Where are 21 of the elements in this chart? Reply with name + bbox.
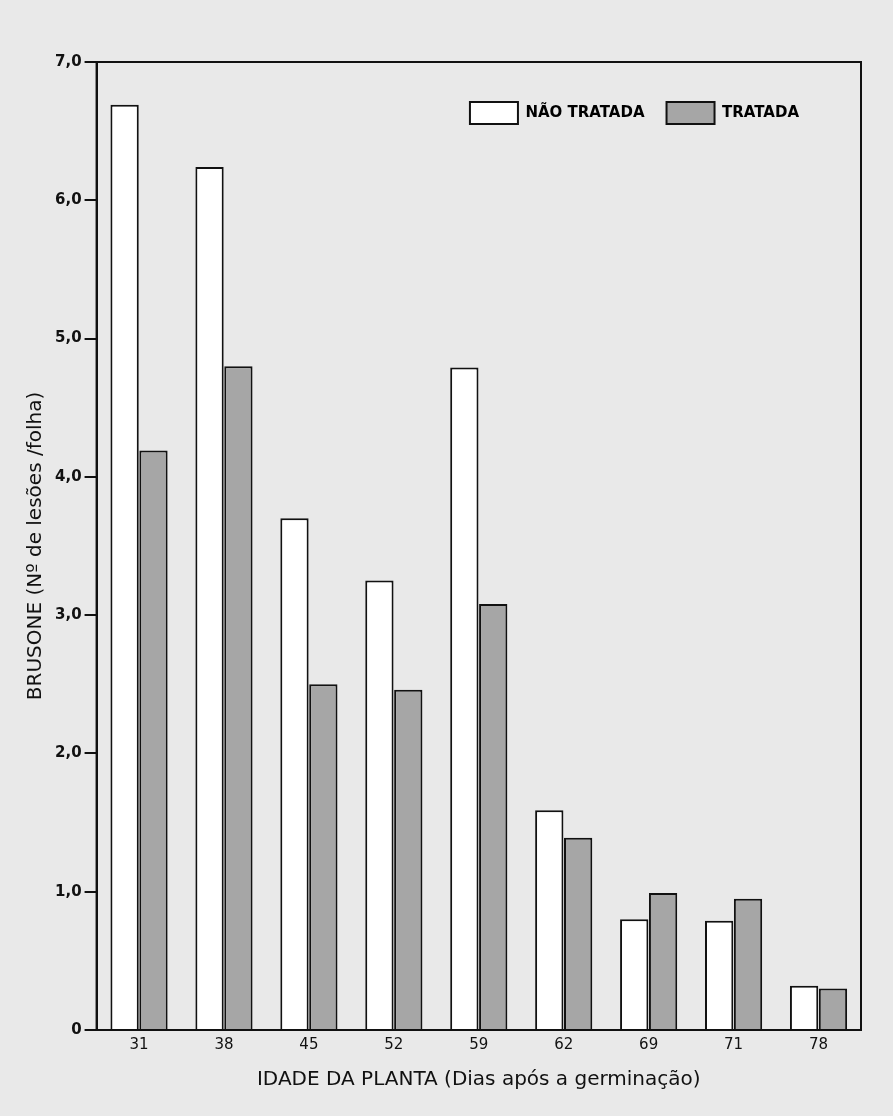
x-tick-label: 78	[808, 1034, 829, 1053]
y-tick-label: 5,0	[54, 328, 82, 347]
y-tick-label: 4,0	[54, 466, 82, 485]
y-tick-label: 0	[71, 1019, 82, 1038]
x-tick-label: 52	[384, 1034, 404, 1053]
x-tick-label: 69	[639, 1034, 659, 1053]
y-axis-title: BRUSONE (Nº de lesões /folha)	[22, 391, 47, 701]
x-tick-label: 45	[299, 1034, 319, 1053]
y-tick-label: 7,0	[54, 51, 82, 70]
x-tick-label: 31	[129, 1034, 149, 1053]
x-tick-label: 62	[554, 1034, 574, 1053]
legend-label: NÃO TRATADA	[525, 101, 645, 121]
x-axis-title: IDADE DA PLANTA (Dias após a germinação)	[256, 1066, 701, 1091]
y-tick-label: 1,0	[54, 881, 82, 900]
x-tick-label: 38	[214, 1034, 234, 1053]
y-tick-label: 3,0	[54, 605, 82, 624]
y-tick-label: 2,0	[54, 743, 82, 762]
x-tick-label: 71	[724, 1034, 744, 1053]
x-tick-label: 59	[469, 1034, 489, 1053]
y-tick-label: 6,0	[54, 190, 82, 209]
legend-label: TRATADA	[722, 102, 800, 121]
